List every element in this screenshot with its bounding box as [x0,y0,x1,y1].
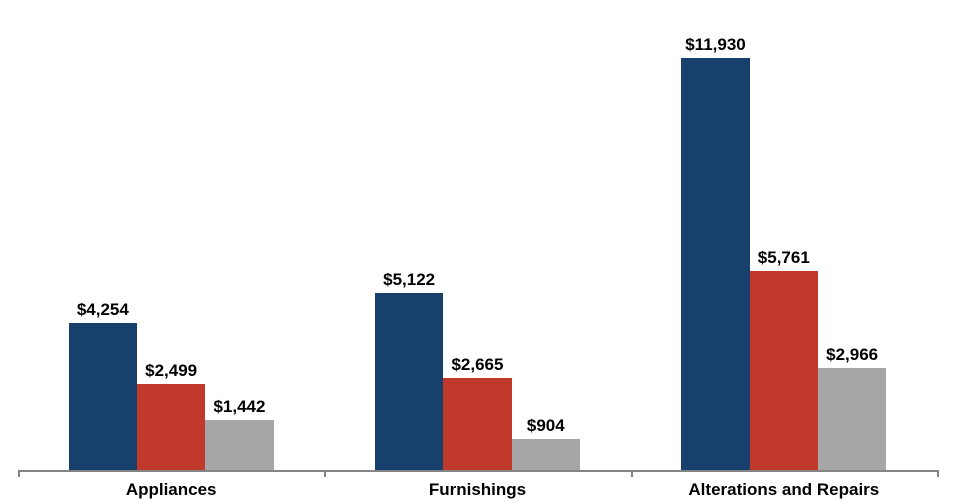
bar-blue-appliances [68,323,137,470]
category-label-appliances: Appliances [125,480,217,499]
bar-red-furnishings [443,378,512,470]
bar-slot: $5,122 [374,0,444,470]
bar-slot: $11,930 [681,0,750,470]
bar-group-appliances: $4,254 $2,499 $1,442 [18,0,324,470]
bar-cluster: $11,930 $5,761 $2,966 [681,0,887,470]
bar-red-appliances [136,384,206,470]
bar-cluster: $5,122 $2,665 $904 [374,0,580,470]
bar-slot: $1,442 [205,0,274,470]
bar-value-label: $5,761 [757,248,810,267]
bar-slot: $2,665 [443,0,512,470]
bar-blue-furnishings [374,293,444,470]
bar-cluster: $4,254 $2,499 $1,442 [68,0,274,470]
bar-slot: $5,761 [749,0,818,470]
bar-value-label: $5,122 [383,270,436,289]
bar-value-label: $2,665 [451,355,504,374]
bar-slot: $2,499 [136,0,206,470]
bar-group-alterations-and-repairs: $11,930 $5,761 $2,966 [631,0,937,470]
bar-gray-appliances [205,420,274,470]
axis-tick [937,470,939,477]
bar-red-alterations-and-repairs [749,271,818,470]
bar-blue-alterations-and-repairs [681,58,750,470]
category-label-alterations-and-repairs: Alterations and Repairs [688,480,880,499]
bar-value-label: $2,499 [145,361,198,380]
bar-group-furnishings: $5,122 $2,665 $904 [324,0,630,470]
bar-slot: $2,966 [817,0,887,470]
bar-value-label: $1,442 [213,397,266,416]
bar-value-label: $4,254 [76,300,129,319]
category-axis-labels: Appliances Furnishings Alterations and Rep… [18,479,937,501]
bar-value-label: $11,930 [685,35,746,54]
bar-value-label: $2,966 [826,345,879,364]
bar-slot: $4,254 [68,0,137,470]
plot-area: $4,254 $2,499 $1,442 $5,122 $2,665 $904 $11,93… [18,0,937,470]
x-axis-line [18,470,937,472]
axis-tick [631,470,633,477]
axis-tick [18,470,20,477]
bar-slot: $904 [511,0,580,470]
category-label-furnishings: Furnishings [428,480,527,499]
bar-gray-furnishings [511,439,580,470]
axis-tick [324,470,326,477]
bar-value-label: $904 [526,416,565,435]
bar-gray-alterations-and-repairs [817,368,887,470]
